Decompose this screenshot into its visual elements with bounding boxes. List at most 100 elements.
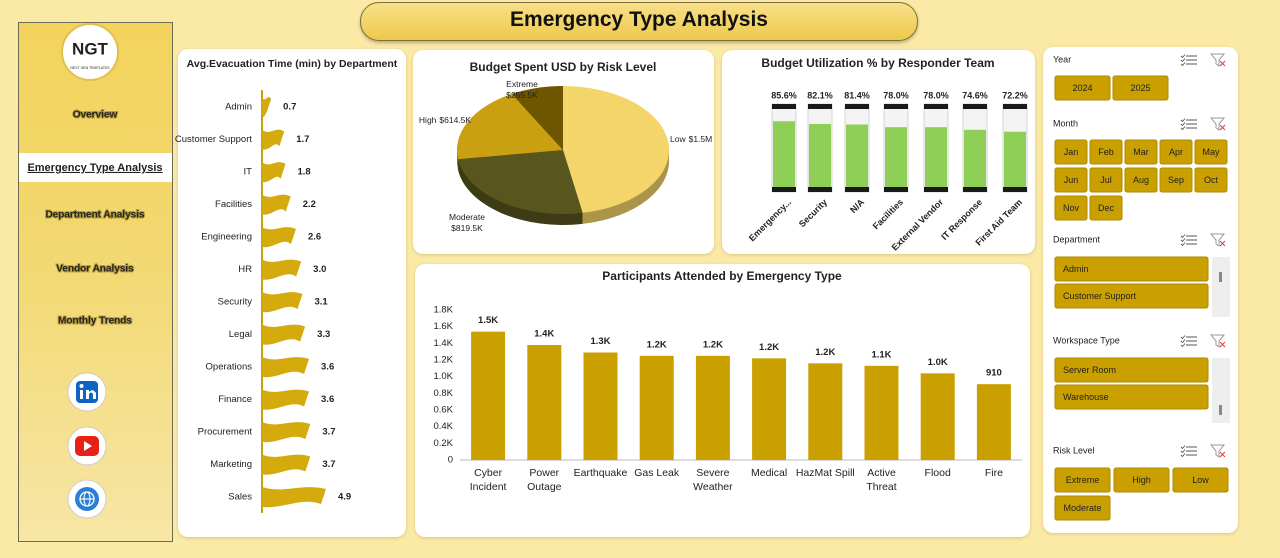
x-tick-label: Severe Weather [693, 467, 733, 493]
icon-check [1180, 343, 1186, 348]
slicer-button[interactable] [1172, 467, 1229, 493]
linkedin-glyph [80, 390, 83, 399]
clear-filter-icon[interactable] [1209, 334, 1226, 348]
bar [920, 373, 955, 460]
chart-title: Avg.Evacuation Time (min) by Department [186, 58, 398, 70]
clear-filter-icon[interactable] [1209, 233, 1226, 247]
slicer-item[interactable]: Jan [1064, 147, 1079, 157]
slicer-item[interactable]: Sep [1168, 175, 1184, 185]
slicer-item[interactable]: Warehouse [1063, 392, 1109, 402]
category-label: N/A [848, 197, 866, 215]
nav-item[interactable]: Emergency Type Analysis [27, 162, 162, 174]
multi-select-icon[interactable] [1180, 335, 1197, 348]
slicer-button[interactable] [1054, 384, 1209, 410]
multi-select-icon[interactable] [1180, 118, 1197, 131]
slicer-button[interactable] [1194, 139, 1228, 165]
clear-filter-x[interactable] [1219, 451, 1226, 458]
slicer-button[interactable] [1054, 357, 1209, 383]
cylinder-fill [925, 127, 947, 188]
slicer-item[interactable]: Jun [1064, 175, 1079, 185]
slicer-item[interactable]: 2024 [1072, 83, 1092, 93]
slicer-item[interactable]: Customer Support [1063, 291, 1137, 301]
flag-bar [262, 129, 285, 150]
slicer-item[interactable]: Low [1192, 475, 1209, 485]
slicer-item[interactable]: Apr [1169, 147, 1183, 157]
icon-check [1180, 445, 1186, 450]
slicer-button[interactable] [1194, 167, 1228, 193]
clear-filter-x[interactable] [1219, 341, 1226, 348]
nav-item[interactable]: Department Analysis [44, 209, 146, 222]
value-label: 3.1 [314, 297, 328, 308]
multi-select-icon[interactable] [1180, 445, 1197, 458]
y-tick-label: 0.8K [433, 388, 453, 399]
slicer-item[interactable]: 2025 [1130, 83, 1150, 93]
slicer-item[interactable]: High [1132, 475, 1151, 485]
pie-slice [511, 86, 563, 150]
slicer-button[interactable] [1089, 167, 1123, 193]
slicer-item[interactable]: Jul [1100, 175, 1112, 185]
multi-select-icon[interactable] [1180, 54, 1197, 67]
flag-bar [262, 162, 286, 183]
slicer-button[interactable] [1054, 195, 1088, 221]
x-tick-label: Active Threat [866, 467, 897, 493]
pie-label: High $614.5K [419, 115, 471, 125]
slicer-item[interactable]: Extreme [1066, 475, 1100, 485]
cylinder-fill [885, 127, 907, 188]
slicer-button[interactable] [1113, 467, 1170, 493]
bar [527, 345, 562, 460]
slicer-item[interactable]: Oct [1204, 175, 1219, 185]
nav-item[interactable]: Vendor Analysis [55, 263, 135, 276]
clear-filter-x[interactable] [1219, 60, 1226, 67]
pie-category: Extreme [506, 79, 538, 89]
slicer-item[interactable]: Mar [1133, 147, 1149, 157]
slicer-title: Month [1053, 118, 1078, 128]
y-tick-label: 0.2K [433, 438, 453, 449]
slicer-item[interactable]: Server Room [1063, 365, 1116, 375]
slicer-button[interactable] [1159, 167, 1193, 193]
y-tick-label: 1.2K [433, 355, 453, 366]
icon-check [1180, 449, 1186, 454]
slicer-button[interactable] [1124, 167, 1158, 193]
slicer-item[interactable]: Nov [1063, 203, 1080, 213]
chart-title: Budget Spent USD by Risk Level [470, 60, 657, 74]
clear-filter-icon[interactable] [1209, 444, 1226, 458]
x-tick-label: Power Outage [527, 467, 562, 493]
slicer-button[interactable] [1054, 283, 1209, 309]
slicer-button[interactable] [1089, 195, 1123, 221]
value-label: 4.9 [338, 492, 351, 503]
clear-filter-x[interactable] [1219, 124, 1226, 131]
slicer-item[interactable]: Admin [1063, 264, 1089, 274]
slicer-title: Risk Level [1053, 445, 1095, 455]
scrollbar [1212, 257, 1230, 317]
flag-bar [262, 194, 291, 215]
pie-category: Low [670, 134, 686, 144]
pie-slice [458, 150, 583, 214]
slicer-button[interactable] [1054, 167, 1088, 193]
nav-item[interactable]: Monthly Trends [57, 315, 133, 328]
slicer-item[interactable]: Feb [1098, 147, 1114, 157]
slicer-item[interactable]: Dec [1098, 203, 1115, 213]
slicer-button[interactable] [1054, 495, 1111, 521]
slicer-button[interactable] [1054, 467, 1111, 493]
slicer-button[interactable] [1124, 139, 1158, 165]
logo-tagline: NEXT GEN TEMPLATES [70, 66, 110, 70]
slicer-button[interactable] [1054, 75, 1111, 101]
clear-filter-icon[interactable] [1209, 117, 1226, 131]
slicer-button[interactable] [1112, 75, 1169, 101]
slicer-button[interactable] [1159, 139, 1193, 165]
slicer-button[interactable] [1089, 139, 1123, 165]
pie-label: Low $1.5M [670, 134, 712, 144]
slicer-button[interactable] [1054, 256, 1209, 282]
slicer-item[interactable]: Moderate [1063, 503, 1101, 513]
cylinder-cap [963, 104, 987, 109]
slicer-item[interactable]: Aug [1133, 175, 1149, 185]
clear-filter-x[interactable] [1219, 240, 1226, 247]
slicer-item[interactable]: May [1202, 147, 1220, 157]
cylinder-cap [772, 104, 796, 109]
multi-select-icon[interactable] [1180, 234, 1197, 247]
nav-item[interactable]: Overview [72, 109, 119, 122]
y-tick-label: 1.4K [433, 338, 453, 349]
slicer-button[interactable] [1054, 139, 1088, 165]
flag-bar [262, 357, 310, 378]
clear-filter-icon[interactable] [1209, 53, 1226, 67]
